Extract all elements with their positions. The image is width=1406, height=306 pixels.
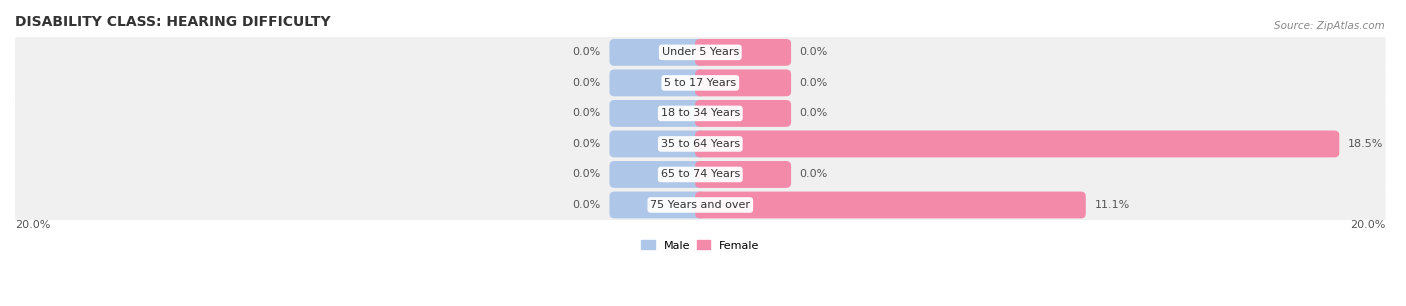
Text: 5 to 17 Years: 5 to 17 Years <box>664 78 737 88</box>
Text: 0.0%: 0.0% <box>800 108 828 118</box>
Text: 18.5%: 18.5% <box>1348 139 1384 149</box>
FancyBboxPatch shape <box>15 153 1385 196</box>
FancyBboxPatch shape <box>15 61 1385 105</box>
FancyBboxPatch shape <box>609 161 706 188</box>
Text: 0.0%: 0.0% <box>800 170 828 179</box>
FancyBboxPatch shape <box>609 100 706 127</box>
FancyBboxPatch shape <box>609 192 706 218</box>
Text: 75 Years and over: 75 Years and over <box>651 200 751 210</box>
Text: 18 to 34 Years: 18 to 34 Years <box>661 108 740 118</box>
Text: DISABILITY CLASS: HEARING DIFFICULTY: DISABILITY CLASS: HEARING DIFFICULTY <box>15 15 330 29</box>
Text: 35 to 64 Years: 35 to 64 Years <box>661 139 740 149</box>
Text: 0.0%: 0.0% <box>572 139 600 149</box>
FancyBboxPatch shape <box>695 161 792 188</box>
Text: 0.0%: 0.0% <box>572 47 600 57</box>
Text: Under 5 Years: Under 5 Years <box>662 47 740 57</box>
Text: 65 to 74 Years: 65 to 74 Years <box>661 170 740 179</box>
FancyBboxPatch shape <box>15 31 1385 74</box>
FancyBboxPatch shape <box>609 39 706 66</box>
Text: 0.0%: 0.0% <box>800 47 828 57</box>
Text: 0.0%: 0.0% <box>572 200 600 210</box>
Text: Source: ZipAtlas.com: Source: ZipAtlas.com <box>1274 21 1385 32</box>
Legend: Male, Female: Male, Female <box>637 236 763 255</box>
Text: 20.0%: 20.0% <box>15 220 51 230</box>
FancyBboxPatch shape <box>695 100 792 127</box>
Text: 20.0%: 20.0% <box>1350 220 1385 230</box>
FancyBboxPatch shape <box>609 130 706 157</box>
Text: 0.0%: 0.0% <box>572 78 600 88</box>
FancyBboxPatch shape <box>695 192 1085 218</box>
FancyBboxPatch shape <box>15 92 1385 135</box>
Text: 0.0%: 0.0% <box>572 170 600 179</box>
FancyBboxPatch shape <box>695 39 792 66</box>
Text: 0.0%: 0.0% <box>800 78 828 88</box>
Text: 11.1%: 11.1% <box>1094 200 1129 210</box>
FancyBboxPatch shape <box>15 122 1385 166</box>
FancyBboxPatch shape <box>15 183 1385 227</box>
FancyBboxPatch shape <box>695 69 792 96</box>
FancyBboxPatch shape <box>609 69 706 96</box>
FancyBboxPatch shape <box>695 130 1340 157</box>
Text: 0.0%: 0.0% <box>572 108 600 118</box>
